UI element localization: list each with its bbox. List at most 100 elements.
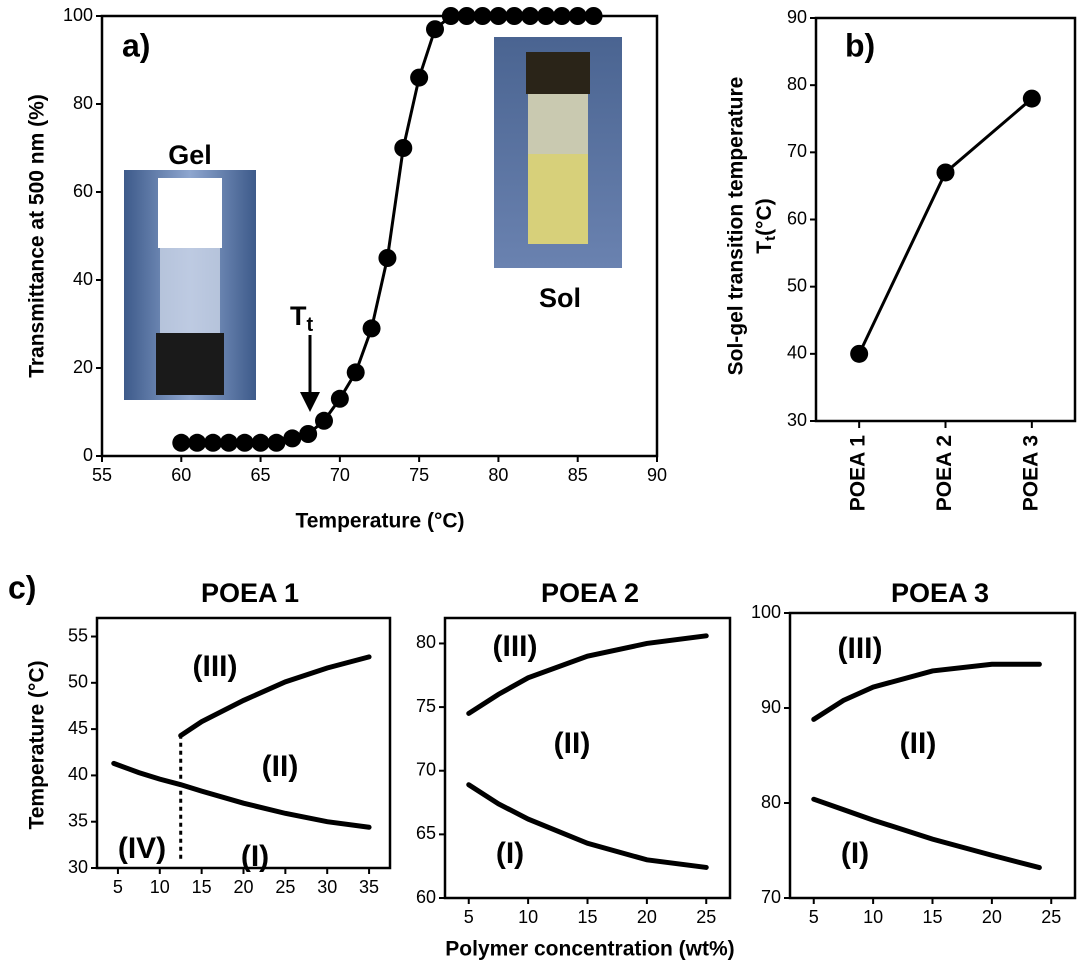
- x-tick-label: 90: [647, 465, 667, 485]
- x-tick-label: 85: [568, 465, 588, 485]
- x-tick-label: 10: [863, 907, 883, 927]
- y-tick-label: 80: [787, 74, 807, 94]
- annotation-subscript: t: [307, 314, 314, 336]
- x-tick-label: 75: [409, 465, 429, 485]
- line: [178, 654, 372, 739]
- x-tick-label: 15: [192, 877, 212, 897]
- y-tick-label: 40: [68, 764, 88, 784]
- annotation: Sol: [539, 283, 581, 313]
- region-label: (III): [193, 650, 238, 683]
- point: [299, 425, 318, 443]
- x-tick-label: 60: [171, 465, 191, 485]
- y-axis-label: Sol-gel transition temperature: [725, 77, 748, 376]
- x-tick-label: 25: [696, 907, 716, 927]
- x-tick-label: 35: [359, 877, 379, 897]
- point: [426, 20, 444, 39]
- y-tick-label: 70: [416, 759, 436, 779]
- y-tick-label: 70: [787, 141, 807, 161]
- point: [489, 7, 508, 25]
- y-tick-label: 40: [73, 269, 93, 289]
- y-axis-subscript: t: [762, 236, 779, 241]
- x-tick-label: POEA 2: [933, 435, 956, 511]
- point: [283, 429, 302, 448]
- y-axis-label: Tt(°C): [753, 198, 779, 253]
- y-tick-label: 55: [68, 625, 88, 645]
- line: [466, 633, 709, 716]
- point: [267, 433, 286, 452]
- line: [466, 782, 709, 870]
- x-tick-label: 15: [577, 907, 597, 927]
- x-tick-label: 20: [637, 907, 657, 927]
- region-label: (II): [554, 727, 591, 760]
- y-axis-unit: (°C): [753, 198, 776, 236]
- line: [811, 796, 1042, 871]
- point: [441, 7, 460, 25]
- region-label: (III): [493, 630, 538, 663]
- y-tick-label: 100: [63, 5, 93, 25]
- plot-frame: [95, 616, 392, 870]
- point: [315, 411, 333, 430]
- subplot-title: POEA 1: [201, 578, 299, 608]
- point: [251, 433, 270, 452]
- y-tick-label: 100: [751, 602, 781, 622]
- point: [537, 7, 555, 25]
- line: [811, 661, 1042, 722]
- x-tick-label: 5: [464, 907, 474, 927]
- y-tick-label: 60: [787, 208, 807, 228]
- point: [235, 433, 254, 452]
- region-label: (II): [262, 750, 299, 783]
- y-axis-label: Temperature (°C): [26, 660, 49, 829]
- point: [330, 389, 349, 408]
- x-tick-label: 5: [809, 907, 819, 927]
- line: [857, 97, 1034, 356]
- point: [204, 433, 222, 452]
- x-tick-label: 20: [233, 877, 253, 897]
- y-tick-label: 30: [787, 410, 807, 430]
- x-tick-label: 70: [330, 465, 350, 485]
- y-tick-label: 70: [761, 887, 781, 907]
- point: [172, 433, 191, 452]
- point: [394, 139, 413, 157]
- point: [362, 319, 381, 338]
- subplot-title: POEA 3: [891, 578, 989, 608]
- sol-photo: [494, 37, 622, 268]
- y-axis-label: Transmittance at 500 nm (%): [26, 94, 49, 378]
- plot-frame: [100, 14, 659, 458]
- point: [505, 7, 524, 25]
- x-tick-label: 30: [317, 877, 337, 897]
- y-tick-label: 50: [787, 275, 807, 295]
- x-tick-label: 15: [922, 907, 942, 927]
- subplot-title: POEA 2: [541, 578, 639, 608]
- point: [378, 249, 397, 267]
- x-tick-label: 10: [150, 877, 170, 897]
- x-tick-label: 25: [275, 877, 295, 897]
- y-tick-label: 45: [68, 718, 88, 738]
- point: [1022, 89, 1041, 108]
- annotation: Tt: [290, 301, 314, 336]
- x-tick-label: 80: [488, 465, 508, 485]
- y-tick-label: 50: [68, 672, 88, 692]
- x-axis-label: Polymer concentration (wt%): [445, 938, 734, 961]
- x-tick-label: POEA 1: [847, 435, 870, 512]
- x-tick-label: 20: [982, 907, 1002, 927]
- line: [111, 760, 372, 830]
- x-tick-label: 55: [92, 465, 112, 485]
- y-tick-label: 80: [73, 93, 93, 113]
- gel-photo: [124, 170, 256, 400]
- point: [410, 68, 429, 87]
- y-tick-label: 65: [416, 823, 436, 843]
- point: [584, 7, 603, 25]
- x-tick-label: 10: [518, 907, 538, 927]
- y-tick-label: 75: [416, 696, 436, 716]
- point: [346, 363, 365, 382]
- annotation-main: T: [290, 301, 307, 331]
- y-tick-label: 80: [416, 632, 436, 652]
- y-tick-label: 60: [73, 181, 93, 201]
- point: [473, 7, 492, 25]
- point: [552, 7, 571, 25]
- y-tick-label: 90: [787, 7, 807, 27]
- y-tick-label: 20: [73, 357, 93, 377]
- y-tick-label: 35: [68, 810, 88, 830]
- y-tick-label: 60: [416, 887, 436, 907]
